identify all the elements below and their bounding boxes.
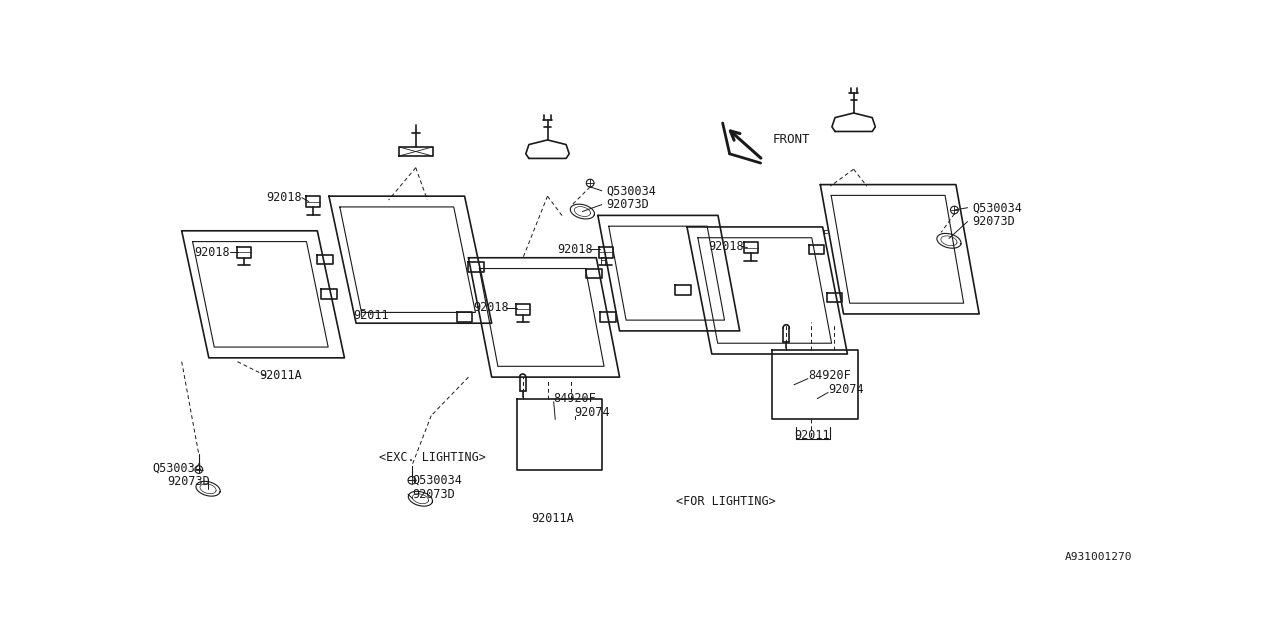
Text: F: F [360, 309, 366, 319]
Text: 92018: 92018 [474, 301, 508, 314]
Text: <FOR LIGHTING>: <FOR LIGHTING> [676, 495, 776, 508]
Text: 92011: 92011 [353, 309, 389, 322]
Text: 92018: 92018 [266, 191, 302, 204]
Text: 92018: 92018 [708, 240, 744, 253]
Text: 92011A: 92011A [259, 369, 302, 382]
Text: 92074: 92074 [828, 383, 864, 396]
Text: 92073D: 92073D [412, 488, 456, 500]
Text: 84920F: 84920F [554, 392, 596, 405]
Text: 92011A: 92011A [531, 512, 573, 525]
Text: 92073D: 92073D [166, 476, 210, 488]
Text: Q530034: Q530034 [152, 461, 202, 474]
Text: 92011: 92011 [794, 429, 829, 442]
Text: FRONT: FRONT [772, 133, 810, 147]
Text: 92074: 92074 [575, 406, 611, 419]
Text: 84920F: 84920F [808, 369, 851, 382]
Text: <EXC. LIGHTING>: <EXC. LIGHTING> [379, 451, 486, 463]
Text: 92073D: 92073D [607, 198, 649, 211]
Text: 92073D: 92073D [973, 215, 1015, 228]
Text: 92018: 92018 [195, 246, 229, 259]
Text: 92018: 92018 [557, 243, 593, 256]
Text: F: F [599, 257, 605, 267]
Text: F: F [823, 230, 828, 239]
Text: Q530034: Q530034 [973, 201, 1021, 214]
Text: A931001270: A931001270 [1065, 552, 1132, 563]
Text: Q530034: Q530034 [607, 184, 657, 197]
Text: Q530034: Q530034 [412, 474, 462, 487]
